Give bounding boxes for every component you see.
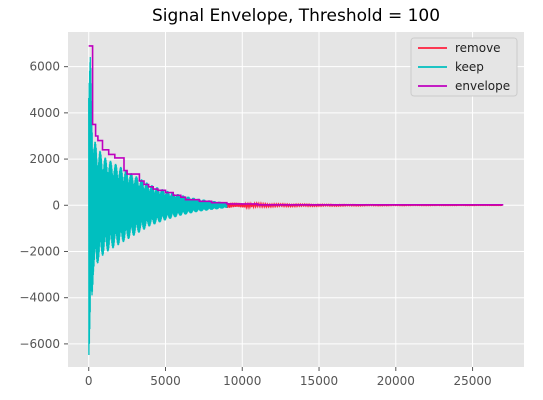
x-tick-label: 15000	[300, 374, 338, 388]
y-tick-label: 2000	[29, 152, 60, 166]
x-tick-label: 5000	[150, 374, 181, 388]
legend-label-envelope: envelope	[455, 79, 510, 93]
y-tick-label: −6000	[19, 337, 60, 351]
y-tick-label: 6000	[29, 60, 60, 74]
series-line-keep	[88, 56, 228, 356]
x-tick-label: 0	[85, 374, 93, 388]
legend: remove keep envelope	[410, 37, 518, 97]
legend-label-remove: remove	[455, 41, 501, 55]
y-tick-label: 0	[52, 198, 60, 212]
legend-label-keep: keep	[455, 60, 484, 74]
chart-title: Signal Envelope, Threshold = 100	[152, 6, 440, 26]
x-tick-label: 25000	[453, 374, 491, 388]
y-tick-label: −4000	[19, 291, 60, 305]
axis-ticks: 0 5000 10000 15000 20000 25000−6000−4000−2000…	[19, 60, 491, 388]
x-tick-label: 10000	[223, 374, 261, 388]
y-tick-label: 4000	[29, 106, 60, 120]
y-tick-label: −2000	[19, 244, 60, 258]
legend-box	[410, 37, 518, 97]
series-line-envelope	[88, 45, 504, 206]
series-layer	[88, 45, 504, 356]
x-tick-label: 20000	[377, 374, 415, 388]
